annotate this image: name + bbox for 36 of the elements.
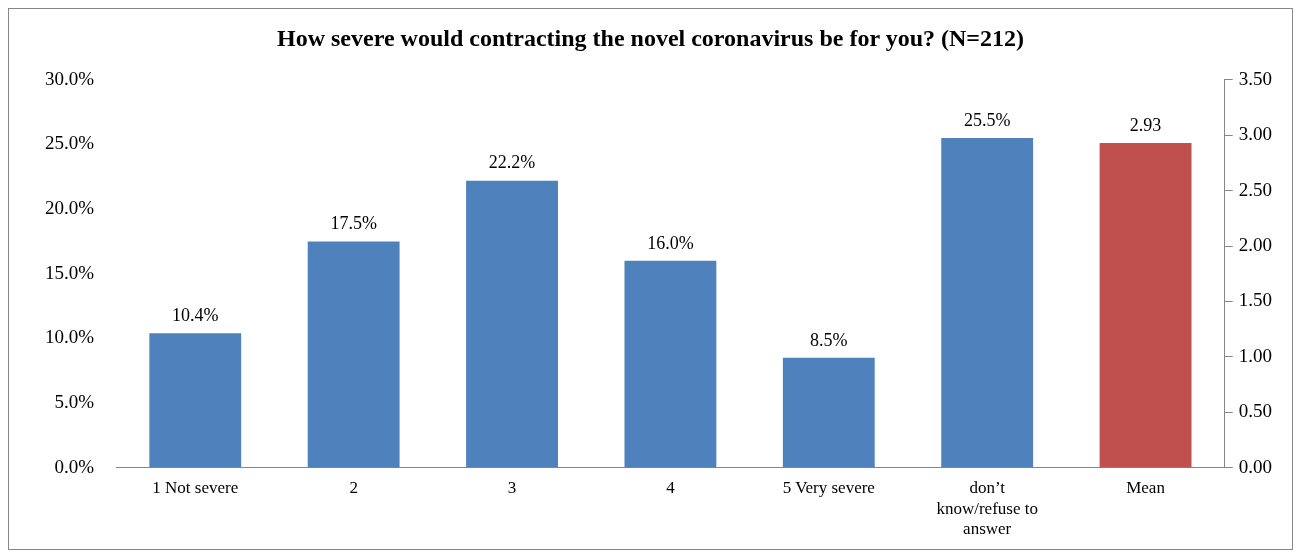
x-tick-label: 3 <box>507 478 517 498</box>
y-tick-label: 15.0% <box>45 261 95 283</box>
x-tick-label: 5 Very severe <box>782 478 875 498</box>
y-tick-label: 25.0% <box>45 132 95 154</box>
bar <box>782 357 875 468</box>
x-tick-label: 2 <box>349 478 358 498</box>
data-label: 17.5% <box>330 213 377 234</box>
data-label: 8.5% <box>810 329 848 350</box>
y2-tick-label: 3.00 <box>1238 123 1272 145</box>
y2-tick-label: 2.50 <box>1238 178 1272 200</box>
y2-tick-label: 1.00 <box>1238 344 1272 366</box>
y2-tick-label: 0.00 <box>1238 455 1272 477</box>
data-label: 25.5% <box>963 109 1011 130</box>
data-label: 10.4% <box>172 305 219 326</box>
y-tick-label: 10.0% <box>45 326 95 348</box>
x-tick-label: 1 Not severe <box>152 478 239 498</box>
bar <box>466 180 558 468</box>
x-tick-label: Mean <box>1126 478 1166 498</box>
y2-tick-label: 2.00 <box>1238 234 1272 256</box>
y-tick-label: 30.0% <box>45 67 95 89</box>
bar <box>307 241 400 468</box>
y-tick-label: 5.0% <box>54 391 95 413</box>
y-tick-label: 20.0% <box>45 197 95 219</box>
bar <box>624 260 717 468</box>
y2-tick-label: 0.50 <box>1238 400 1272 422</box>
bar <box>941 138 1034 468</box>
x-tick-label: don’t know/refuse to answer <box>936 478 1038 539</box>
data-label: 22.2% <box>488 152 536 173</box>
data-label: 2.93 <box>1129 114 1162 135</box>
y2-tick-label: 3.50 <box>1238 67 1272 89</box>
x-tick-label: 4 <box>666 478 676 498</box>
data-label: 16.0% <box>647 232 694 253</box>
y-tick-label: 0.0% <box>54 455 95 477</box>
chart-title: How severe would contracting the novel coronavirus be for you? (N=212) <box>277 24 1024 51</box>
y2-tick-label: 1.50 <box>1238 289 1272 311</box>
bar <box>149 333 242 468</box>
